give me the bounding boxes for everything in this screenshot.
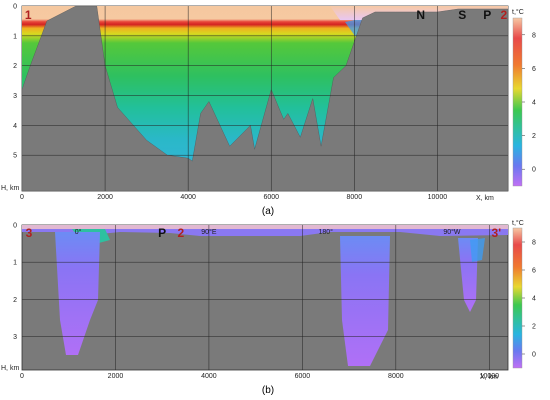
colorbar-b-ticks: 0 2 4 6 8 <box>522 240 536 359</box>
colorbar-tick-label: 4 <box>532 296 536 303</box>
section-point-label: N <box>416 8 425 22</box>
y-tick-label: 3 <box>13 334 17 341</box>
y-tick-label: 4 <box>13 123 17 130</box>
panel-a-xlabel: X, km <box>476 195 494 202</box>
panel-b-x-ticks: 0 2000 4000 6000 8000 10000 <box>20 373 499 380</box>
colorbar-b-label: t,°C <box>512 219 524 227</box>
panel-b-blue-patch <box>470 238 485 262</box>
colorbar-b: t,°C 0 2 4 6 8 <box>512 219 536 369</box>
longitude-label: 180° <box>319 228 334 236</box>
section-point-label: 3' <box>492 226 502 240</box>
section-point-label: 2 <box>501 8 508 22</box>
x-tick-label: 0 <box>20 194 24 201</box>
x-tick-label: 4000 <box>180 194 196 201</box>
panel-b-warm-cap <box>22 225 508 229</box>
x-tick-label: 6000 <box>263 194 279 201</box>
y-tick-label: 2 <box>13 63 17 70</box>
colorbar-tick-label: 6 <box>532 66 536 73</box>
colorbar-a-label: t,°C <box>512 8 524 16</box>
section-point-label: S <box>458 8 466 22</box>
x-tick-label: 0 <box>20 373 24 380</box>
panel-b-y-ticks: 0 1 2 3 <box>13 223 17 342</box>
x-tick-label: 2000 <box>97 194 113 201</box>
y-tick-label: 0 <box>13 4 17 11</box>
y-tick-label: 3 <box>13 93 17 100</box>
x-tick-label: 8000 <box>388 373 404 380</box>
section-point-label: P <box>158 226 166 240</box>
x-tick-label: 10000 <box>480 373 500 380</box>
x-tick-label: 10000 <box>428 194 448 201</box>
y-tick-label: 5 <box>13 153 17 160</box>
panel-b-caption: (b) <box>262 385 274 396</box>
x-tick-label: 4000 <box>201 373 217 380</box>
panel-b-longitude-labels: 0° 90°E 180° 90°W <box>75 228 461 236</box>
colorbar-b-bar <box>512 227 523 369</box>
colorbar-tick-label: 6 <box>532 268 536 275</box>
panel-a-caption: (a) <box>262 206 274 217</box>
x-tick-label: 6000 <box>295 373 311 380</box>
y-tick-label: 2 <box>13 297 17 304</box>
colorbar-tick-label: 2 <box>532 324 536 331</box>
colorbar-tick-label: 0 <box>532 167 536 174</box>
panel-a-ylabel: H, km <box>1 185 19 192</box>
colorbar-a: t,°C 0 2 4 6 8 <box>512 8 536 187</box>
y-tick-label: 1 <box>13 260 17 267</box>
colorbar-a-bar <box>512 17 523 187</box>
colorbar-tick-label: 0 <box>532 352 536 359</box>
panel-b-cold-column-2 <box>340 236 390 366</box>
panel-b-background <box>21 224 509 371</box>
colorbar-tick-label: 4 <box>532 100 536 107</box>
x-tick-label: 8000 <box>347 194 363 201</box>
panel-a-grid <box>22 6 508 191</box>
y-tick-label: 1 <box>13 33 17 40</box>
panel-a-seafloor <box>21 5 509 192</box>
x-tick-label: 2000 <box>108 373 124 380</box>
section-point-label: P <box>483 8 491 22</box>
colorbar-tick-label: 8 <box>532 32 536 39</box>
longitude-label: 90°E <box>201 228 217 236</box>
panel-b-xlabel: X, km <box>480 374 498 381</box>
panel-b-cold-column-1 <box>55 232 100 355</box>
colorbar-a-ticks: 0 2 4 6 8 <box>522 32 536 174</box>
section-point-label: 1 <box>25 8 32 22</box>
section-point-label: 2 <box>178 226 185 240</box>
section-point-label: 3 <box>26 226 33 240</box>
colorbar-tick-label: 8 <box>532 240 536 247</box>
panel-b-grid <box>22 225 508 370</box>
longitude-label: 0° <box>75 228 82 236</box>
colorbar-tick-label: 2 <box>532 133 536 140</box>
panel-a-y-ticks: 0 1 2 3 4 5 <box>13 4 17 160</box>
panel-a-x-ticks: 0 2000 4000 6000 8000 10000 <box>20 194 447 201</box>
panel-b-ylabel: H, km <box>1 365 19 372</box>
y-tick-label: 0 <box>13 223 17 230</box>
panel-b-point-labels: 3 P 2 3' <box>26 226 502 240</box>
longitude-label: 90°W <box>443 228 461 236</box>
